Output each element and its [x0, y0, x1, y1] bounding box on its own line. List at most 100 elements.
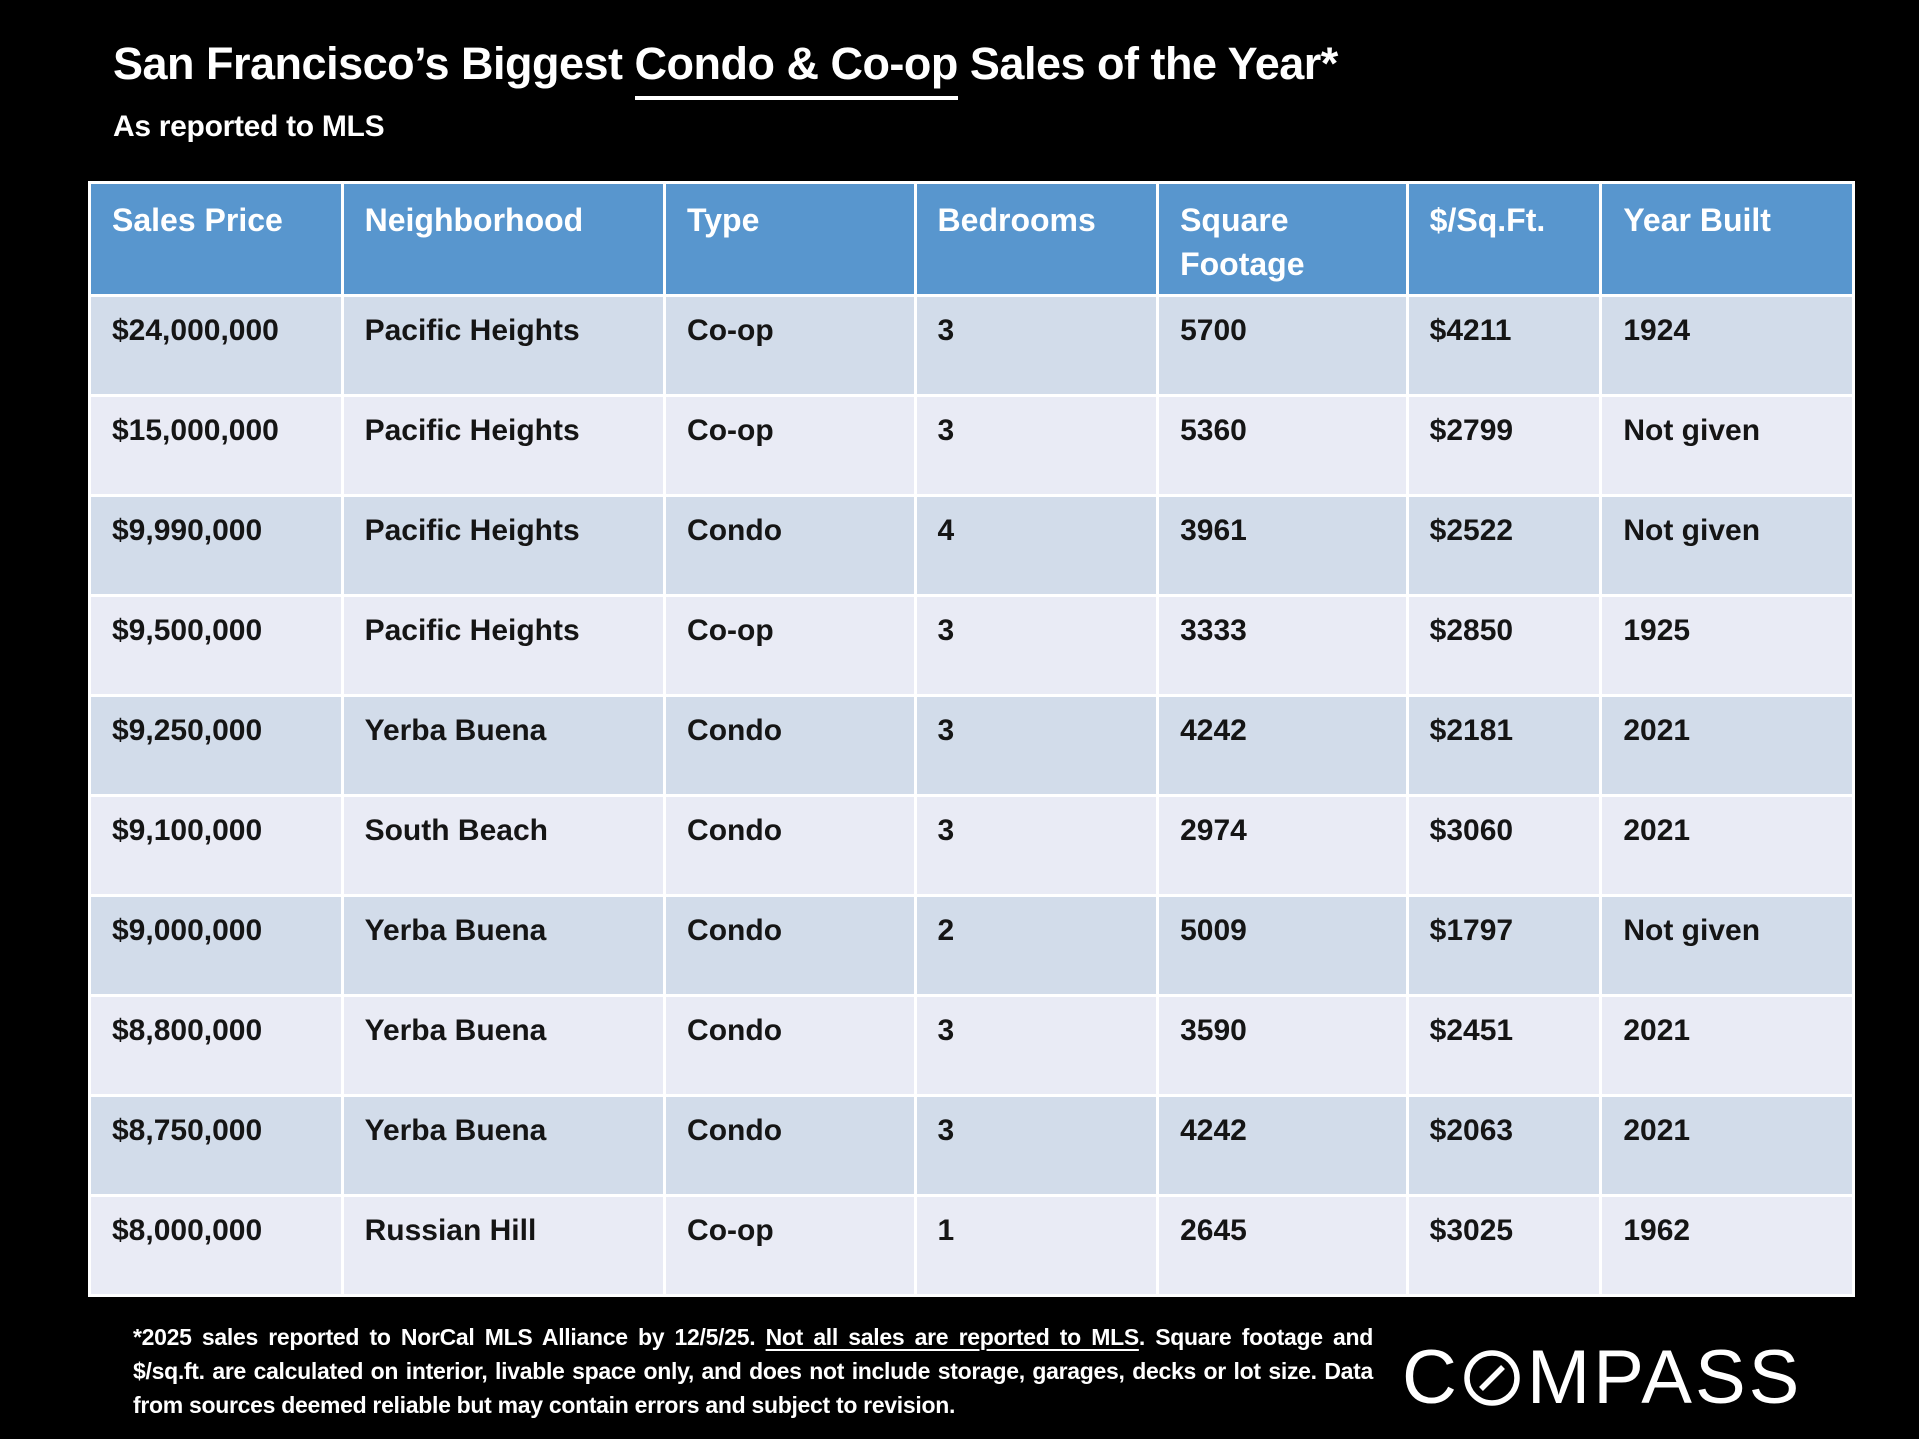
table-cell: 3 — [913, 794, 1160, 897]
table-cell: Pacific Heights — [340, 294, 667, 397]
table-cell: $9,000,000 — [88, 894, 344, 997]
table-cell: $1797 — [1405, 894, 1603, 997]
table-cell: Co-op — [663, 594, 917, 697]
table-cell: Co-op — [663, 394, 917, 497]
table-cell: Condo — [663, 1094, 917, 1197]
column-header: Year Built — [1599, 181, 1855, 297]
table-cell: Condo — [663, 994, 917, 1097]
table-cell: $2850 — [1405, 594, 1603, 697]
table-cell: 3333 — [1156, 594, 1409, 697]
table-cell: Not given — [1599, 394, 1855, 497]
compass-slashed-o-icon — [1464, 1350, 1520, 1406]
footnote-part1: *2025 sales reported to NorCal MLS Allia… — [133, 1324, 766, 1350]
table-cell: Co-op — [663, 1194, 917, 1297]
table-row: $8,800,000 Yerba Buena Condo 3 3590 $2451 2021 — [88, 994, 1855, 1097]
table-cell: 3961 — [1156, 494, 1409, 597]
table-cell: Condo — [663, 794, 917, 897]
header-row: Sales Price Neighborhood Type Bedrooms Squar… — [88, 181, 1855, 297]
table-cell: 3 — [913, 694, 1160, 797]
table-cell: Condo — [663, 694, 917, 797]
table-cell: Not given — [1599, 494, 1855, 597]
column-header: Bedrooms — [913, 181, 1160, 297]
table-row: $9,000,000 Yerba Buena Condo 2 5009 $1797 Not … — [88, 894, 1855, 997]
table-cell: 5700 — [1156, 294, 1409, 397]
table-cell: 2021 — [1599, 1094, 1855, 1197]
table-cell: 1924 — [1599, 294, 1855, 397]
column-header: $/Sq.Ft. — [1405, 181, 1603, 297]
footnote-part2: . Square footage and $/sq.ft. are calcul… — [133, 1324, 1373, 1418]
title-suffix: Sales of the Year* — [957, 38, 1338, 89]
table-body: $24,000,000 Pacific Heights Co-op 3 5700 $421… — [88, 294, 1855, 1297]
compass-logo: C MPASS — [1402, 1335, 1803, 1420]
table-cell: 2645 — [1156, 1194, 1409, 1297]
table-cell: $3025 — [1405, 1194, 1603, 1297]
table-row: $9,100,000 South Beach Condo 3 2974 $3060 2021 — [88, 794, 1855, 897]
table-cell: 4 — [913, 494, 1160, 597]
table-cell: $24,000,000 — [88, 294, 344, 397]
table-cell: $2063 — [1405, 1094, 1603, 1197]
table-cell: 5360 — [1156, 394, 1409, 497]
column-header: Square Footage — [1156, 181, 1409, 297]
table-cell: $2522 — [1405, 494, 1603, 597]
logo-text-right: MPASS — [1526, 1335, 1803, 1420]
table-cell: 3 — [913, 294, 1160, 397]
table-cell: $8,750,000 — [88, 1094, 344, 1197]
table-cell: $8,800,000 — [88, 994, 344, 1097]
column-header: Sales Price — [88, 181, 344, 297]
table-cell: $9,500,000 — [88, 594, 344, 697]
page-title: San Francisco’s Biggest Condo & Co-op Sa… — [113, 38, 1338, 100]
table-cell: $8,000,000 — [88, 1194, 344, 1297]
table-cell: 3 — [913, 594, 1160, 697]
table-cell: 5009 — [1156, 894, 1409, 997]
table-cell: $9,100,000 — [88, 794, 344, 897]
table-cell: Pacific Heights — [340, 494, 667, 597]
footnote-underlined: Not all sales are reported to MLS — [765, 1324, 1140, 1350]
column-header: Type — [663, 181, 917, 297]
table-cell: South Beach — [340, 794, 667, 897]
table-header: Sales Price Neighborhood Type Bedrooms Squar… — [88, 181, 1855, 297]
table-cell: 2021 — [1599, 794, 1855, 897]
table-cell: Pacific Heights — [340, 594, 667, 697]
table-row: $9,500,000 Pacific Heights Co-op 3 3333 $2850… — [88, 594, 1855, 697]
table-cell: 3590 — [1156, 994, 1409, 1097]
table-cell: 1 — [913, 1194, 1160, 1297]
logo-text-left: C — [1402, 1335, 1460, 1420]
table-cell: $15,000,000 — [88, 394, 344, 497]
sales-table: Sales Price Neighborhood Type Bedrooms Squar… — [88, 181, 1855, 1297]
table-cell: Condo — [663, 494, 917, 597]
table-row: $8,750,000 Yerba Buena Condo 3 4242 $2063 2021 — [88, 1094, 1855, 1197]
table-row: $24,000,000 Pacific Heights Co-op 3 5700 $421… — [88, 294, 1855, 397]
table-cell: $2799 — [1405, 394, 1603, 497]
subtitle: As reported to MLS — [113, 110, 385, 143]
table-cell: $9,990,000 — [88, 494, 344, 597]
table-cell: Yerba Buena — [340, 1094, 667, 1197]
table-cell: Yerba Buena — [340, 994, 667, 1097]
table-cell: Yerba Buena — [340, 694, 667, 797]
table-cell: $2451 — [1405, 994, 1603, 1097]
column-header: Neighborhood — [340, 181, 667, 297]
table-cell: 3 — [913, 1094, 1160, 1197]
table-cell: $3060 — [1405, 794, 1603, 897]
table-cell: 2 — [913, 894, 1160, 997]
title-underlined: Condo & Co-op — [634, 38, 958, 100]
table-cell: $4211 — [1405, 294, 1603, 397]
table-cell: Pacific Heights — [340, 394, 667, 497]
table-row: $15,000,000 Pacific Heights Co-op 3 5360 $279… — [88, 394, 1855, 497]
table-cell: 4242 — [1156, 1094, 1409, 1197]
table-cell: $2181 — [1405, 694, 1603, 797]
table-cell: 2974 — [1156, 794, 1409, 897]
table-cell: 2021 — [1599, 994, 1855, 1097]
table-cell: Condo — [663, 894, 917, 997]
table-cell: $9,250,000 — [88, 694, 344, 797]
table-cell: Russian Hill — [340, 1194, 667, 1297]
table-cell: 1925 — [1599, 594, 1855, 697]
table-row: $8,000,000 Russian Hill Co-op 1 2645 $3025 196… — [88, 1194, 1855, 1297]
table-cell: Not given — [1599, 894, 1855, 997]
table-row: $9,990,000 Pacific Heights Condo 4 3961 $2522… — [88, 494, 1855, 597]
table-cell: 2021 — [1599, 694, 1855, 797]
footnote: *2025 sales reported to NorCal MLS Allia… — [133, 1320, 1373, 1422]
table-cell: 4242 — [1156, 694, 1409, 797]
table-cell: 1962 — [1599, 1194, 1855, 1297]
title-prefix: San Francisco’s Biggest — [113, 38, 635, 89]
